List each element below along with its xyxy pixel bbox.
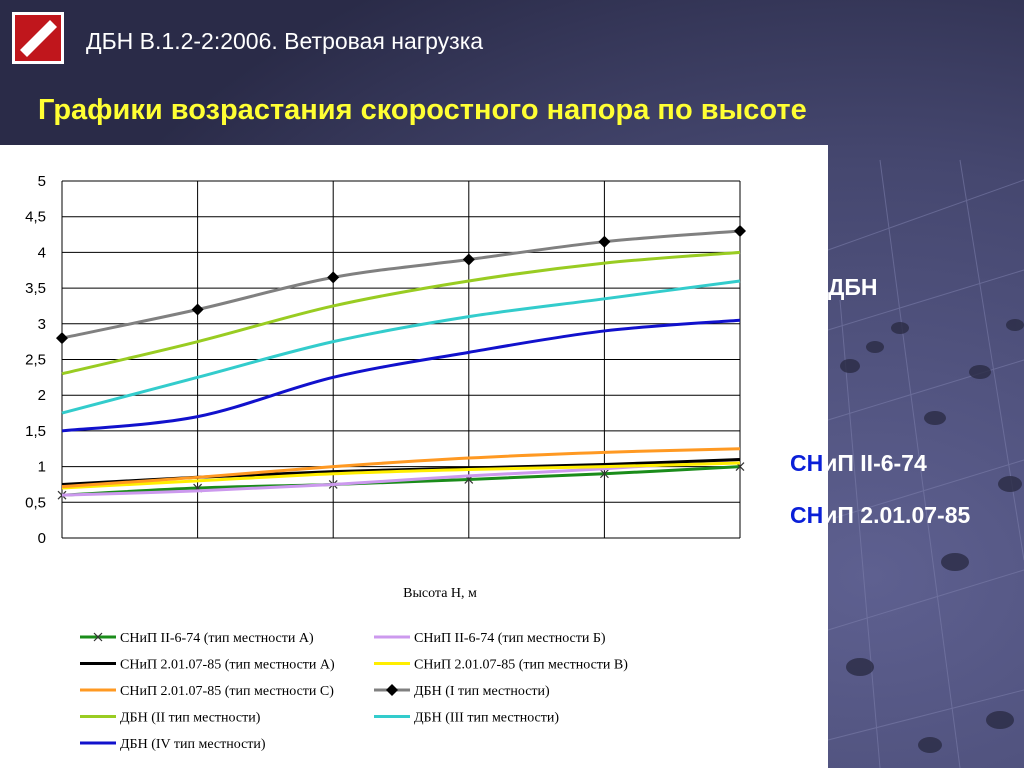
legend-label: ДБН (III тип местности): [414, 711, 559, 726]
legend-label: СНиП 2.01.07-85 (тип местности А): [120, 658, 335, 673]
x-axis-label: Высота Н, м: [403, 586, 477, 601]
series-1: [61, 457, 741, 497]
legend-label: СНиП II-6-74 (тип местности А): [120, 631, 314, 646]
side-label-dbn: ДБН: [828, 274, 878, 300]
series-line: [61, 229, 741, 340]
legend: СНиП II-6-74 (тип местности А) СНиП II-6-…: [80, 631, 628, 752]
data-point: [56, 332, 68, 345]
legend-label: СНиП 2.01.07-85 (тип местности В): [414, 658, 628, 673]
y-tick-label: 3,5: [25, 280, 46, 297]
data-point: [327, 271, 340, 284]
legend-item: ДБН (IV тип местности): [80, 737, 266, 752]
legend-label: ДБН (II тип местности): [120, 711, 261, 726]
side-label-snip-ii-6-74: СНиП II-6-74: [790, 450, 927, 477]
legend-item: СНиП 2.01.07-85 (тип местности С): [80, 684, 334, 699]
y-tick-label: 2,5: [25, 352, 46, 369]
legend-label: СНиП II-6-74 (тип местности Б): [414, 631, 606, 646]
series-8: [61, 318, 741, 433]
legend-marker: [386, 684, 398, 696]
series-6: [61, 250, 741, 376]
data-point: [462, 253, 475, 266]
series-line: [61, 465, 741, 497]
y-tick-label: 0: [38, 530, 46, 547]
side-label-snip-2-01-07-85: СНиП 2.01.07-85: [790, 502, 970, 529]
series-line: [61, 279, 741, 415]
series-line: [61, 461, 741, 490]
y-tick-label: 5: [38, 173, 46, 190]
series-3: [61, 461, 741, 490]
series-5: [56, 224, 746, 345]
side-label-snip2-suffix: иП 2.01.07-85: [823, 502, 971, 528]
y-tick-label: 1: [38, 459, 46, 476]
series-4: [61, 447, 741, 489]
side-label-snip1-suffix: иП II-6-74: [823, 450, 927, 476]
legend-item: СНиП II-6-74 (тип местности Б): [374, 631, 606, 646]
legend-item: СНиП 2.01.07-85 (тип местности В): [374, 658, 628, 673]
y-tick-label: 4,5: [25, 209, 46, 226]
legend-item: СНиП 2.01.07-85 (тип местности А): [80, 658, 335, 673]
legend-item: СНиП II-6-74 (тип местности А): [80, 631, 314, 646]
series-line: [61, 318, 741, 433]
legend-item: ДБН (III тип местности): [374, 711, 559, 726]
series-line: [61, 457, 741, 497]
data-point: [599, 469, 609, 479]
y-tick-label: 1,5: [25, 423, 46, 440]
slide-subtitle: Графики возрастания скоростного напора п…: [38, 94, 807, 126]
chart-panel: 0 0,5 1 1,5 2 2,5 3 3,5 4 4,5 5 Высота Н, м СНиП II-…: [0, 145, 828, 768]
data-point: [734, 224, 746, 237]
data-point: [598, 235, 611, 248]
legend-marker: [93, 632, 103, 642]
y-tick-label: 2: [38, 387, 46, 404]
legend-label: ДБН (IV тип местности): [120, 737, 266, 752]
y-tick-label: 4: [38, 244, 46, 261]
series-line: [61, 447, 741, 489]
side-label-snip1-prefix: СН: [790, 450, 824, 476]
series-line: [61, 250, 741, 376]
side-label-snip2-prefix: СН: [790, 502, 824, 528]
logo-icon: [12, 12, 64, 64]
data-point: [191, 303, 204, 316]
y-tick-label: 0,5: [25, 494, 46, 511]
legend-label: ДБН (I тип местности): [414, 684, 550, 699]
header-title: ДБН В.1.2-2:2006. Ветровая нагрузка: [86, 28, 484, 54]
legend-label: СНиП 2.01.07-85 (тип местности С): [120, 684, 334, 699]
series-7: [61, 279, 741, 415]
legend-item: ДБН (I тип местности): [374, 684, 550, 699]
line-chart: 0 0,5 1 1,5 2 2,5 3 3,5 4 4,5 5 Высота Н, м СНиП II-…: [25, 173, 746, 752]
legend-item: ДБН (II тип местности): [80, 711, 261, 726]
y-tick-label: 3: [38, 316, 46, 333]
series-lines: [56, 224, 746, 500]
grid: 0 0,5 1 1,5 2 2,5 3 3,5 4 4,5 5: [25, 173, 741, 547]
